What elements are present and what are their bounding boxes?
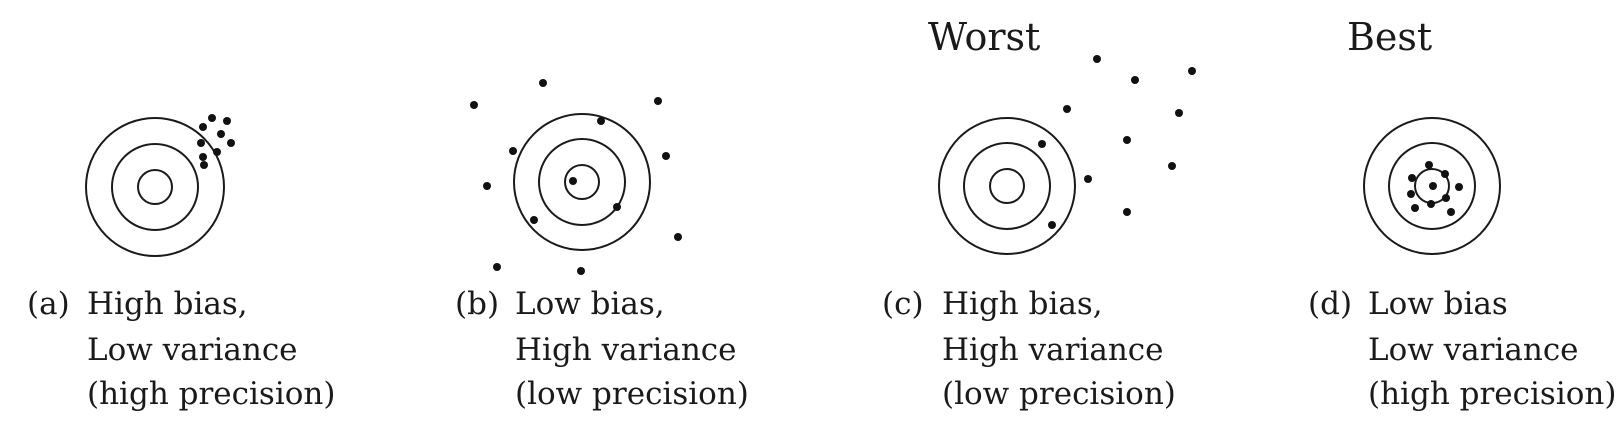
caption-a-line1: High bias, [87, 286, 248, 322]
shots-d [1407, 161, 1463, 216]
shot [1093, 55, 1101, 63]
caption-d-tag: (d) [1308, 286, 1352, 322]
shot [199, 153, 207, 161]
shot [213, 148, 221, 156]
shot [197, 139, 205, 147]
shot [227, 139, 235, 147]
shot [1429, 182, 1437, 190]
panel-c: (c) High bias, High variance (low precis… [882, 55, 1196, 412]
caption-a-line2: Low variance [87, 332, 298, 368]
target-outer-ring [85, 117, 225, 257]
shot [208, 114, 216, 122]
caption-a-tag: (a) [27, 286, 70, 322]
shot [1168, 162, 1176, 170]
caption-d-line2: Low variance [1368, 332, 1579, 368]
panel-b: (b) Low bias, High variance (low precisi… [455, 79, 749, 412]
shot [569, 177, 577, 185]
shot [483, 182, 491, 190]
caption-d-line1: Low bias [1368, 286, 1508, 322]
target-c [938, 117, 1076, 255]
shots-c [1038, 55, 1196, 229]
shot [539, 79, 547, 87]
panel-a: (a) High bias, Low variance (high precis… [27, 114, 335, 412]
shot [1408, 174, 1416, 182]
target-outer-ring [938, 117, 1076, 255]
shot [1084, 175, 1092, 183]
heading-worst: Worst [928, 15, 1040, 59]
target-outer-ring [513, 113, 651, 251]
shot [654, 97, 662, 105]
caption-c-line2: High variance [942, 332, 1164, 368]
shot [1063, 105, 1071, 113]
shot [217, 130, 225, 138]
shot [577, 267, 585, 275]
caption-d-line3: (high precision) [1368, 376, 1616, 412]
target-outer-ring [1363, 117, 1501, 255]
shot [613, 203, 621, 211]
target-middle-ring [963, 142, 1051, 230]
shot [493, 263, 501, 271]
target-b [513, 113, 651, 251]
caption-b-line3: (low precision) [515, 376, 749, 412]
panel-d: (d) Low bias Low variance (high precisio… [1308, 117, 1616, 412]
shot [1048, 221, 1056, 229]
shot [1407, 190, 1415, 198]
shot [662, 152, 670, 160]
caption-c-line3: (low precision) [942, 376, 1176, 412]
shot [199, 123, 207, 131]
shots-a [197, 114, 235, 169]
shot [509, 147, 517, 155]
caption-c-line1: High bias, [942, 286, 1103, 322]
shot [1188, 67, 1196, 75]
shot [1123, 136, 1131, 144]
target-d [1363, 117, 1501, 255]
shot [1411, 204, 1419, 212]
shot [223, 117, 231, 125]
shot [1455, 183, 1463, 191]
caption-b-tag: (b) [455, 286, 499, 322]
target-bullseye [137, 169, 173, 205]
shot [1175, 109, 1183, 117]
shots-b [470, 79, 682, 275]
target-bullseye [989, 168, 1025, 204]
target-middle-ring [1388, 142, 1476, 230]
shot [530, 216, 538, 224]
caption-a-line3: (high precision) [87, 376, 335, 412]
shot [1442, 194, 1450, 202]
caption-b-line1: Low bias, [515, 286, 665, 322]
shot [200, 161, 208, 169]
shot [597, 117, 605, 125]
caption-c-tag: (c) [882, 286, 924, 322]
shot [1131, 76, 1139, 84]
shot [470, 101, 478, 109]
caption-b-line2: High variance [515, 332, 737, 368]
shot [1447, 208, 1455, 216]
shot [1123, 208, 1131, 216]
target-bullseye [564, 164, 600, 200]
shot [1427, 200, 1435, 208]
shot [674, 233, 682, 241]
target-a [85, 117, 225, 257]
shot [1441, 170, 1449, 178]
shot [1425, 161, 1433, 169]
target-middle-ring [538, 138, 626, 226]
shot [1038, 140, 1046, 148]
heading-best: Best [1347, 15, 1432, 59]
target-middle-ring [111, 143, 199, 231]
